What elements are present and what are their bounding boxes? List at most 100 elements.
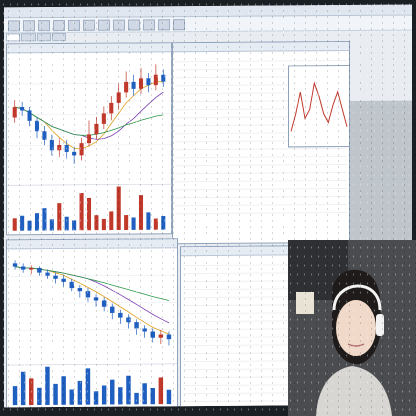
volume-bar — [126, 375, 131, 405]
volume-bar — [45, 366, 50, 405]
toolbar-button[interactable] — [98, 19, 110, 31]
table-cell — [236, 402, 263, 408]
table-cell — [218, 118, 261, 125]
table-cell — [218, 62, 261, 69]
candle-body — [37, 267, 42, 273]
trading-terminal-screen — [4, 4, 412, 408]
toolbar-button[interactable] — [128, 18, 140, 31]
candlestick-chart-panel-top-left[interactable] — [6, 42, 172, 236]
volume-bar — [27, 220, 32, 231]
toolbar-button[interactable] — [113, 19, 125, 31]
quote-table-panel-bottom[interactable] — [180, 245, 292, 408]
table-cell — [236, 282, 263, 289]
table-cell — [218, 86, 261, 93]
table-cell — [304, 149, 347, 156]
candle-body — [158, 334, 164, 338]
table-cell — [183, 314, 210, 321]
table-cell — [175, 198, 218, 205]
table-cell — [210, 370, 237, 377]
table-cell — [236, 330, 263, 337]
volume-bar — [49, 219, 54, 231]
table-cell — [210, 266, 237, 273]
toolbar-button[interactable] — [158, 18, 170, 30]
table-cell — [210, 386, 237, 393]
table-cell — [210, 354, 237, 361]
table-cell — [175, 182, 218, 189]
table-cell — [236, 362, 263, 369]
table-cell — [175, 190, 218, 197]
toolbar-button[interactable] — [83, 19, 95, 31]
toolbar-button[interactable] — [38, 19, 50, 31]
table-cell — [175, 126, 218, 133]
volume-bar — [79, 193, 84, 231]
volume-bar — [142, 383, 147, 405]
candlestick-chart[interactable] — [7, 248, 177, 407]
toolbar-button[interactable] — [68, 19, 80, 31]
table-cell — [175, 70, 218, 77]
volume-bar — [20, 215, 25, 231]
volume-bar — [101, 385, 107, 405]
toolbar-button[interactable] — [8, 19, 20, 31]
candle-body — [42, 131, 47, 140]
line-chart[interactable] — [289, 68, 349, 146]
window-tab[interactable] — [6, 33, 21, 42]
volume-bar — [53, 383, 58, 405]
table-cell — [261, 53, 304, 60]
candle-body — [161, 74, 166, 82]
table-cell — [218, 206, 261, 213]
volume-bar — [116, 186, 121, 231]
table-cell — [175, 158, 218, 165]
table-cell — [210, 330, 237, 337]
line-chart-panel-top-right[interactable] — [288, 65, 350, 148]
table-cell — [263, 265, 290, 272]
toolbar-button[interactable] — [53, 19, 65, 31]
table-cell — [218, 78, 261, 85]
table-cell — [210, 346, 237, 353]
candle-body — [110, 306, 115, 313]
table-row[interactable] — [183, 401, 289, 408]
table-cell — [261, 165, 304, 172]
table-row[interactable] — [175, 205, 347, 215]
volume-bar — [34, 213, 40, 231]
candle-body — [101, 113, 106, 124]
candlestick-chart[interactable] — [7, 52, 171, 234]
grid-line — [7, 82, 171, 85]
panel-title — [181, 246, 291, 257]
table-cell — [183, 354, 210, 361]
candle-body — [45, 272, 50, 276]
table-cell — [263, 289, 290, 296]
table-cell — [261, 173, 304, 180]
candle-body — [124, 81, 129, 93]
toolbar-button[interactable] — [143, 18, 155, 30]
candlestick-chart-panel-bottom-left[interactable] — [6, 238, 178, 408]
table-cell — [175, 118, 218, 125]
volume-bar — [69, 389, 74, 405]
table-cell — [263, 353, 290, 360]
window-tab[interactable] — [36, 33, 52, 42]
table-cell — [183, 386, 210, 393]
window-tab[interactable] — [52, 32, 67, 42]
window-tab[interactable] — [21, 33, 36, 42]
candle-body — [49, 139, 54, 151]
table-cell — [218, 198, 261, 205]
volume-bar — [12, 386, 18, 406]
table-cell — [236, 274, 263, 281]
table-cell — [236, 386, 263, 393]
toolbar-button[interactable] — [23, 19, 35, 31]
table-cell — [183, 362, 210, 369]
quote-table[interactable] — [183, 257, 290, 408]
table-cell — [218, 102, 261, 109]
table-cell — [210, 314, 237, 321]
price-line — [290, 81, 348, 132]
table-cell — [261, 197, 304, 204]
candle-body — [93, 297, 99, 301]
volume-separator — [7, 183, 171, 186]
table-cell — [183, 266, 210, 273]
toolbar-button[interactable] — [173, 18, 185, 30]
volume-bar — [77, 380, 83, 405]
table-cell — [236, 266, 263, 273]
table-cell — [304, 181, 347, 188]
volume-bar — [85, 368, 91, 405]
volume-bar — [61, 376, 66, 405]
table-cell — [263, 393, 290, 400]
